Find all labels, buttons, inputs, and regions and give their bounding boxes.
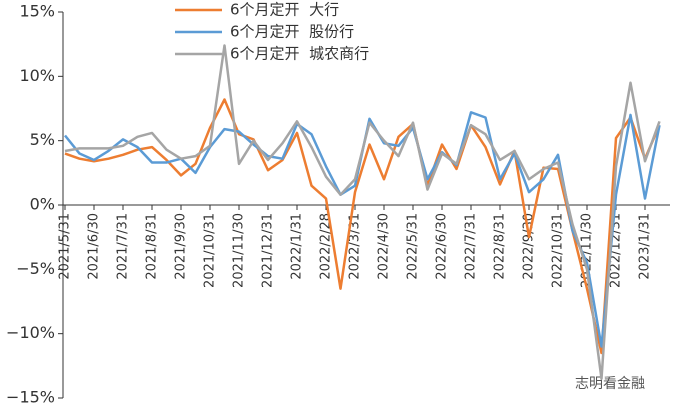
x-tick-label: 2022/6/30 — [435, 213, 450, 280]
x-tick-label: 2022/7/31 — [464, 213, 479, 280]
x-tick-label: 2022/9/30 — [522, 213, 537, 280]
x-tick-label: 2022/8/31 — [493, 213, 508, 280]
x-tick-label: 2021/8/31 — [145, 213, 160, 280]
x-tick-label: 2021/11/30 — [232, 213, 247, 288]
legend-label: 6个月定开 股份行 — [230, 23, 354, 41]
x-tick-label: 2021/12/31 — [261, 213, 276, 288]
x-tick-label: 2022/3/31 — [348, 213, 363, 280]
x-tick-label: 2021/10/31 — [203, 213, 218, 288]
y-tick-label: 0% — [30, 195, 55, 214]
x-tick-label: 2022/10/31 — [551, 213, 566, 288]
y-tick-label: 15% — [19, 2, 55, 21]
series-line — [64, 44, 661, 380]
y-tick-label: −15% — [6, 388, 55, 407]
x-tick-label: 2022/5/31 — [406, 213, 421, 280]
x-tick-label: 2021/9/30 — [174, 213, 189, 280]
x-tick-label: 2022/4/30 — [377, 213, 392, 280]
x-tick-label: 2021/5/31 — [58, 213, 73, 280]
x-tick-label: 2021/7/31 — [116, 213, 131, 280]
y-tick-label: −10% — [6, 323, 55, 342]
watermark: 志明看金融 — [575, 376, 645, 392]
legend-label: 6个月定开 大行 — [230, 1, 339, 19]
series-line — [64, 98, 661, 355]
x-tick-label: 2023/1/31 — [638, 213, 653, 280]
y-tick-label: 10% — [19, 66, 55, 85]
x-tick-label: 2021/6/30 — [87, 213, 102, 280]
x-tick-label: 2022/2/28 — [319, 213, 334, 280]
x-tick-label: 2022/1/31 — [290, 213, 305, 280]
y-tick-label: 5% — [30, 130, 55, 149]
legend-label: 6个月定开 城农商行 — [230, 45, 369, 63]
y-tick-label: −5% — [16, 259, 55, 278]
